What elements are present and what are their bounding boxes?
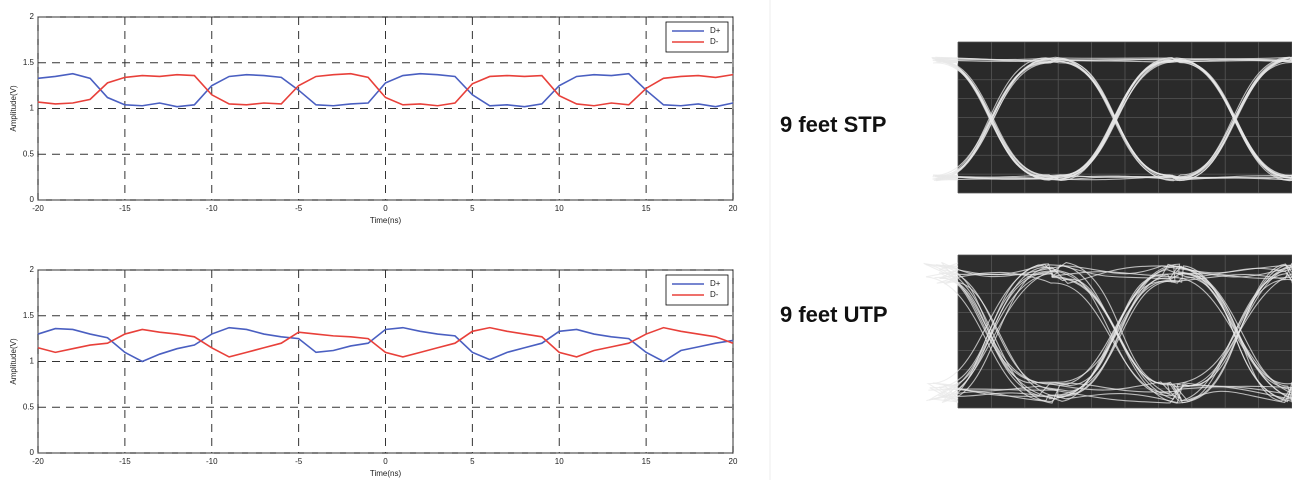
- x-axis-label: Time(ns): [370, 469, 402, 478]
- eye-trace: [936, 57, 1292, 179]
- x-tick-label: 10: [555, 457, 564, 466]
- eye-trace: [936, 60, 1292, 181]
- x-tick-label: -15: [119, 204, 131, 213]
- eye-trace: [932, 56, 1292, 180]
- y-tick-label: 0: [30, 195, 35, 204]
- eye-trace: [941, 261, 1292, 404]
- eye-trace: [939, 267, 1292, 387]
- eye-trace: [932, 271, 1292, 403]
- line-chart: 0 0.5 1 1.5 2 -20 -15 -10 -5 0 5 10 15 20 Time(ns) Ampl…: [9, 12, 738, 225]
- x-tick-label: -5: [295, 204, 303, 213]
- y-tick-label: 1: [30, 104, 35, 113]
- x-axis-label: Time(ns): [370, 216, 402, 225]
- eye-trace: [935, 264, 1292, 404]
- y-tick-label: 2: [30, 12, 35, 21]
- x-tick-label: -5: [295, 457, 303, 466]
- legend-box: [665, 21, 729, 53]
- x-tick-label: -15: [119, 457, 131, 466]
- legend-box: [665, 274, 729, 306]
- utp-label: 9 feet UTP: [780, 302, 888, 327]
- line-series: [37, 326, 734, 358]
- x-tick-label: 0: [383, 204, 388, 213]
- legend-label: D+: [710, 279, 721, 288]
- legend-label: D-: [710, 37, 719, 46]
- y-tick-label: 1.5: [23, 58, 35, 67]
- y-tick-label: 2: [30, 265, 35, 274]
- eye-trace: [926, 265, 1292, 403]
- y-tick-label: 1: [30, 357, 35, 366]
- x-tick-label: 0: [383, 457, 388, 466]
- y-tick-label: 0.5: [23, 402, 35, 411]
- y-tick-label: 1.5: [23, 311, 35, 320]
- x-tick-label: -10: [206, 457, 218, 466]
- x-tick-label: -20: [32, 204, 44, 213]
- eye-trace: [936, 57, 1292, 181]
- x-tick-label: 20: [729, 457, 738, 466]
- legend-label: D-: [710, 290, 719, 299]
- eye-trace: [934, 268, 1292, 393]
- x-tick-label: 10: [555, 204, 564, 213]
- eye-trace: [936, 58, 1292, 182]
- eye-trace: [935, 57, 1292, 180]
- y-tick-label: 0.5: [23, 149, 35, 158]
- line-series: [37, 72, 734, 108]
- y-axis-label: Amplitude(V): [9, 338, 18, 385]
- line-series: [37, 326, 734, 363]
- eye-trace: [941, 261, 1292, 404]
- y-axis-label: Amplitude(V): [9, 85, 18, 132]
- legend-label: D+: [710, 26, 721, 35]
- x-tick-label: -20: [32, 457, 44, 466]
- x-tick-label: -10: [206, 204, 218, 213]
- y-tick-label: 0: [30, 448, 35, 457]
- line-series: [37, 72, 734, 107]
- eye-trace: [925, 264, 1292, 402]
- stp-label: 9 feet STP: [780, 112, 886, 137]
- eye-trace: [933, 59, 1292, 180]
- x-tick-label: 5: [470, 457, 475, 466]
- x-tick-label: 5: [470, 204, 475, 213]
- eye-trace: [926, 264, 1292, 403]
- x-tick-label: 15: [642, 457, 651, 466]
- line-chart: 0 0.5 1 1.5 2 -20 -15 -10 -5 0 5 10 15 20 Time(ns) Ampl…: [9, 265, 738, 478]
- x-tick-label: 20: [729, 204, 738, 213]
- x-tick-label: 15: [642, 204, 651, 213]
